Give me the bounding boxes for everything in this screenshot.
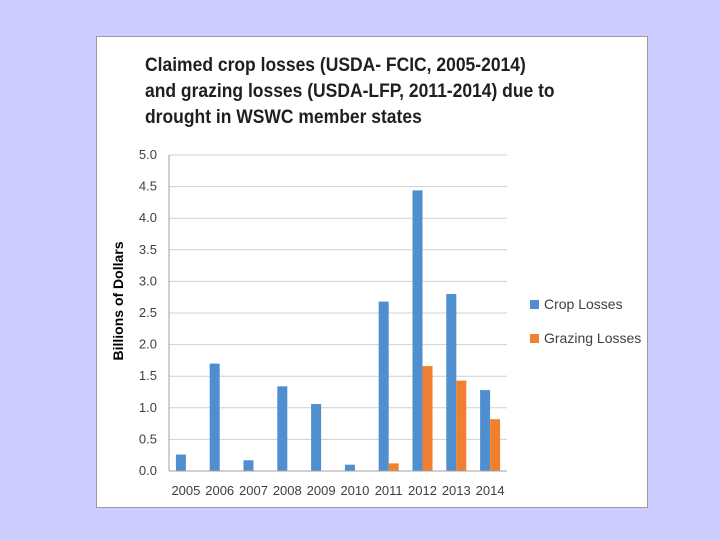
x-tick-label: 2005 — [171, 483, 200, 498]
bar-crop-2012 — [412, 190, 423, 471]
bar-crop-2010 — [344, 464, 355, 471]
y-tick-label: 2.5 — [139, 305, 157, 320]
legend-label-grazing: Grazing Losses — [544, 330, 641, 346]
bar-crop-2007 — [243, 460, 254, 471]
legend-label-crop: Crop Losses — [544, 296, 623, 312]
bar-chart: 0.00.51.01.52.02.53.03.54.04.55.0 2005 20… — [110, 147, 641, 498]
legend-swatch-grazing — [530, 334, 539, 343]
y-tick-label: 0.5 — [139, 431, 157, 446]
bar-crop-2008 — [277, 386, 288, 471]
x-tick-label: 2008 — [273, 483, 302, 498]
bar-crop-2005 — [175, 454, 186, 471]
x-tick-label: 2009 — [307, 483, 336, 498]
chart-slide: Claimed crop losses (USDA- FCIC, 2005-20… — [96, 36, 648, 508]
bar-crop-2009 — [311, 404, 322, 471]
bar-crop-2013 — [446, 294, 457, 471]
bar-grazing-2013 — [456, 380, 467, 471]
y-tick-label: 2.0 — [139, 337, 157, 352]
chart-title: Claimed crop losses (USDA- FCIC, 2005-20… — [145, 55, 555, 128]
bar-crop-2014 — [480, 390, 491, 471]
y-axis-label: Billions of Dollars — [110, 241, 126, 360]
y-tick-label: 1.0 — [139, 400, 157, 415]
y-tick-label: 4.0 — [139, 210, 157, 225]
x-tick-label: 2011 — [375, 483, 403, 498]
x-axis-ticks: 2005 2006 2007 2008 2009 2010 2011 2012 2013 2014 — [169, 470, 507, 498]
bar-crop-2006 — [209, 363, 220, 471]
bar-grazing-2012 — [422, 366, 433, 471]
x-tick-label: 2010 — [340, 483, 369, 498]
y-tick-label: 5.0 — [139, 147, 157, 162]
x-tick-label: 2007 — [239, 483, 268, 498]
bars — [175, 190, 501, 471]
bar-grazing-2014 — [490, 419, 501, 471]
y-tick-label: 1.5 — [139, 368, 157, 383]
legend: Crop Losses Grazing Losses — [530, 296, 641, 346]
y-tick-label: 3.0 — [139, 273, 157, 288]
y-tick-label: 3.5 — [139, 242, 157, 257]
x-tick-label: 2014 — [476, 483, 505, 498]
x-tick-label: 2012 — [408, 483, 437, 498]
x-tick-label: 2006 — [205, 483, 234, 498]
y-axis-ticks: 0.0 0.5 1.0 1.5 2.0 2.5 3.0 3.5 4.0 4.5 5.0 — [139, 147, 157, 478]
y-tick-label: 4.5 — [139, 179, 157, 194]
x-tick-label: 2013 — [442, 483, 471, 498]
bar-crop-2011 — [378, 301, 389, 471]
legend-swatch-crop — [530, 300, 539, 309]
bar-grazing-2011 — [388, 463, 399, 471]
y-tick-label: 0.0 — [139, 463, 157, 478]
